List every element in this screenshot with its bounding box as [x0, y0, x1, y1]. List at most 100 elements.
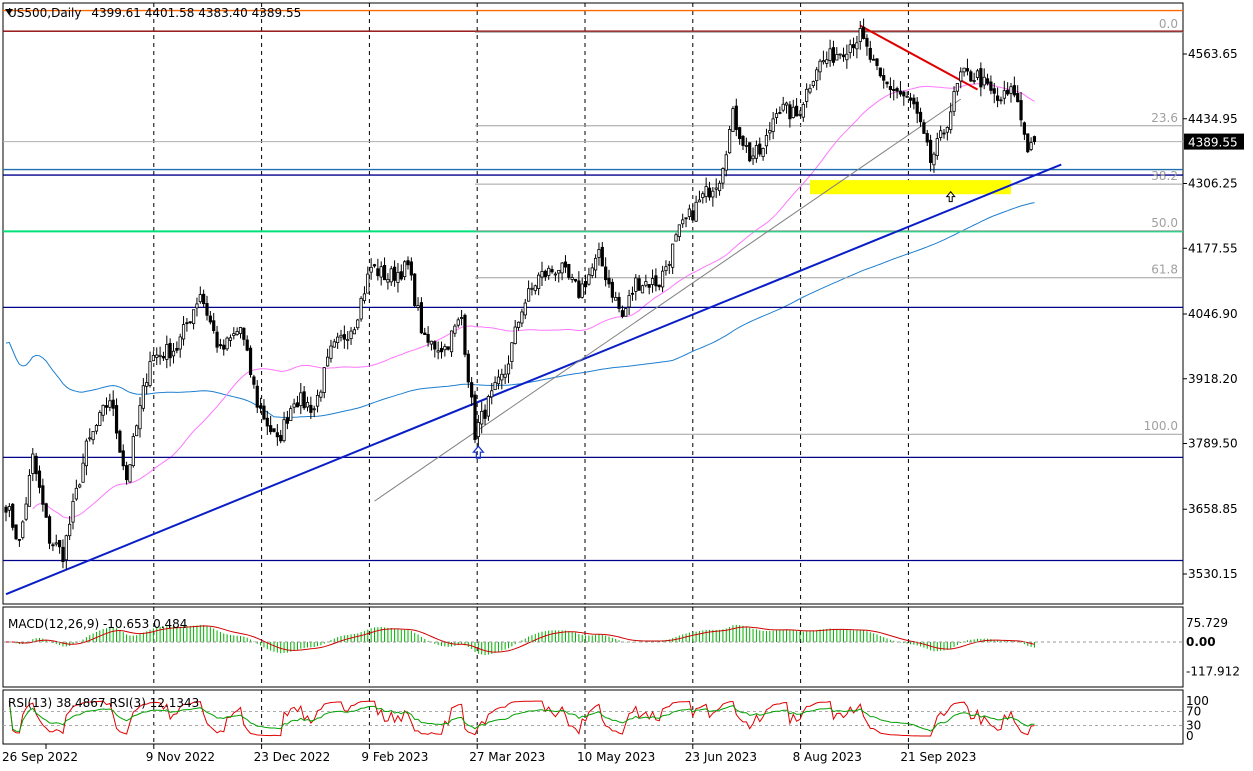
- candle-body: [222, 344, 226, 350]
- candle-body: [1002, 90, 1006, 99]
- candle-body: [269, 425, 273, 433]
- candle-body: [275, 432, 279, 438]
- candle-body: [459, 317, 464, 319]
- candle-body: [17, 538, 22, 541]
- candle-body: [362, 293, 367, 301]
- candle-body: [882, 75, 886, 81]
- candle-body: [640, 285, 645, 294]
- candle-body: [27, 475, 32, 507]
- candle-body: [436, 350, 440, 353]
- candle-body: [975, 70, 980, 78]
- support-zone[interactable]: [810, 180, 1011, 195]
- candle-body: [707, 187, 712, 198]
- candle-body: [661, 270, 665, 288]
- candle-body: [68, 523, 72, 537]
- candle-body: [322, 367, 326, 393]
- candle-body: [795, 105, 799, 117]
- candle-body: [1019, 100, 1023, 121]
- fib-level-label: 50.0: [1151, 216, 1178, 230]
- candle-body: [533, 285, 537, 291]
- candle-body: [1006, 89, 1010, 95]
- candle-body: [791, 106, 795, 118]
- candle-body: [262, 405, 266, 420]
- candle-body: [644, 281, 648, 286]
- candle-body: [741, 135, 745, 146]
- candle-body: [242, 327, 246, 340]
- candle-body: [758, 143, 762, 155]
- candle-body: [905, 95, 909, 98]
- candle-body: [168, 342, 172, 359]
- trendline[interactable]: [5, 163, 1062, 596]
- candle-body: [342, 334, 346, 340]
- candle-body: [594, 257, 598, 271]
- candle-body: [433, 341, 437, 350]
- candle-body: [292, 403, 296, 408]
- candle-body: [346, 339, 350, 341]
- candle-body: [818, 60, 822, 73]
- candle-body: [738, 127, 742, 139]
- candle-body: [37, 470, 42, 488]
- candle-body: [955, 83, 960, 92]
- candle-body: [205, 303, 209, 316]
- candle-body: [567, 264, 571, 278]
- price-tick-label: 4177.55: [1188, 241, 1238, 255]
- candle-body: [339, 334, 343, 338]
- candle-body: [376, 268, 380, 277]
- candle-body: [925, 133, 929, 143]
- candle-body: [131, 436, 135, 467]
- current-price-tag: [1184, 133, 1244, 150]
- candle-body: [962, 67, 966, 73]
- current-price-value: 4389.55: [1188, 136, 1238, 150]
- candle-body: [671, 243, 675, 268]
- candle-body: [47, 516, 52, 544]
- candle-body: [4, 506, 8, 513]
- candle-body: [798, 113, 802, 116]
- candle-body: [81, 462, 85, 483]
- candle-body: [527, 288, 531, 302]
- rsi-label: RSI(13) 38.4867 RSI(3) 12.1343: [8, 696, 199, 710]
- candle-body: [161, 355, 166, 359]
- candle-body: [178, 336, 182, 350]
- candle-body: [714, 187, 718, 190]
- candle-body: [754, 145, 759, 159]
- candle-body: [416, 305, 420, 308]
- price-tick-label: 4563.65: [1188, 47, 1238, 61]
- candle-body: [228, 337, 233, 341]
- candle-body: [1012, 85, 1016, 96]
- candle-body: [125, 465, 129, 481]
- candle-body: [684, 217, 688, 220]
- candle-body: [711, 190, 715, 198]
- candle-body: [878, 67, 882, 77]
- candle-body: [697, 199, 702, 203]
- candle-body: [185, 322, 189, 325]
- candle-body: [31, 453, 35, 474]
- candle-body: [821, 60, 826, 63]
- fib-level-label: 23.6: [1151, 111, 1178, 125]
- candle-body: [480, 410, 484, 425]
- candle-body: [232, 333, 236, 336]
- candle-body: [587, 274, 591, 285]
- candle-body: [325, 356, 330, 367]
- candle-body: [309, 404, 313, 413]
- candle-body: [828, 48, 832, 61]
- candle-body: [121, 450, 125, 467]
- candle-body: [895, 88, 899, 92]
- candle-body: [580, 283, 584, 298]
- candle-body: [403, 261, 407, 278]
- candle-body: [446, 346, 450, 350]
- candle-body: [135, 425, 139, 437]
- candle-body: [406, 260, 410, 266]
- candle-body: [98, 412, 102, 426]
- candle-body: [624, 308, 628, 317]
- candle-body: [912, 97, 916, 105]
- candle-body: [138, 405, 142, 430]
- candle-body: [396, 271, 400, 283]
- candle-body: [34, 455, 38, 475]
- candle-body: [71, 501, 75, 523]
- collapse-arrow-icon[interactable]: [5, 9, 13, 15]
- candle-body: [573, 278, 578, 282]
- trendline[interactable]: [374, 98, 962, 502]
- trendline[interactable]: [859, 24, 978, 91]
- main-panel-frame: [2, 2, 1184, 605]
